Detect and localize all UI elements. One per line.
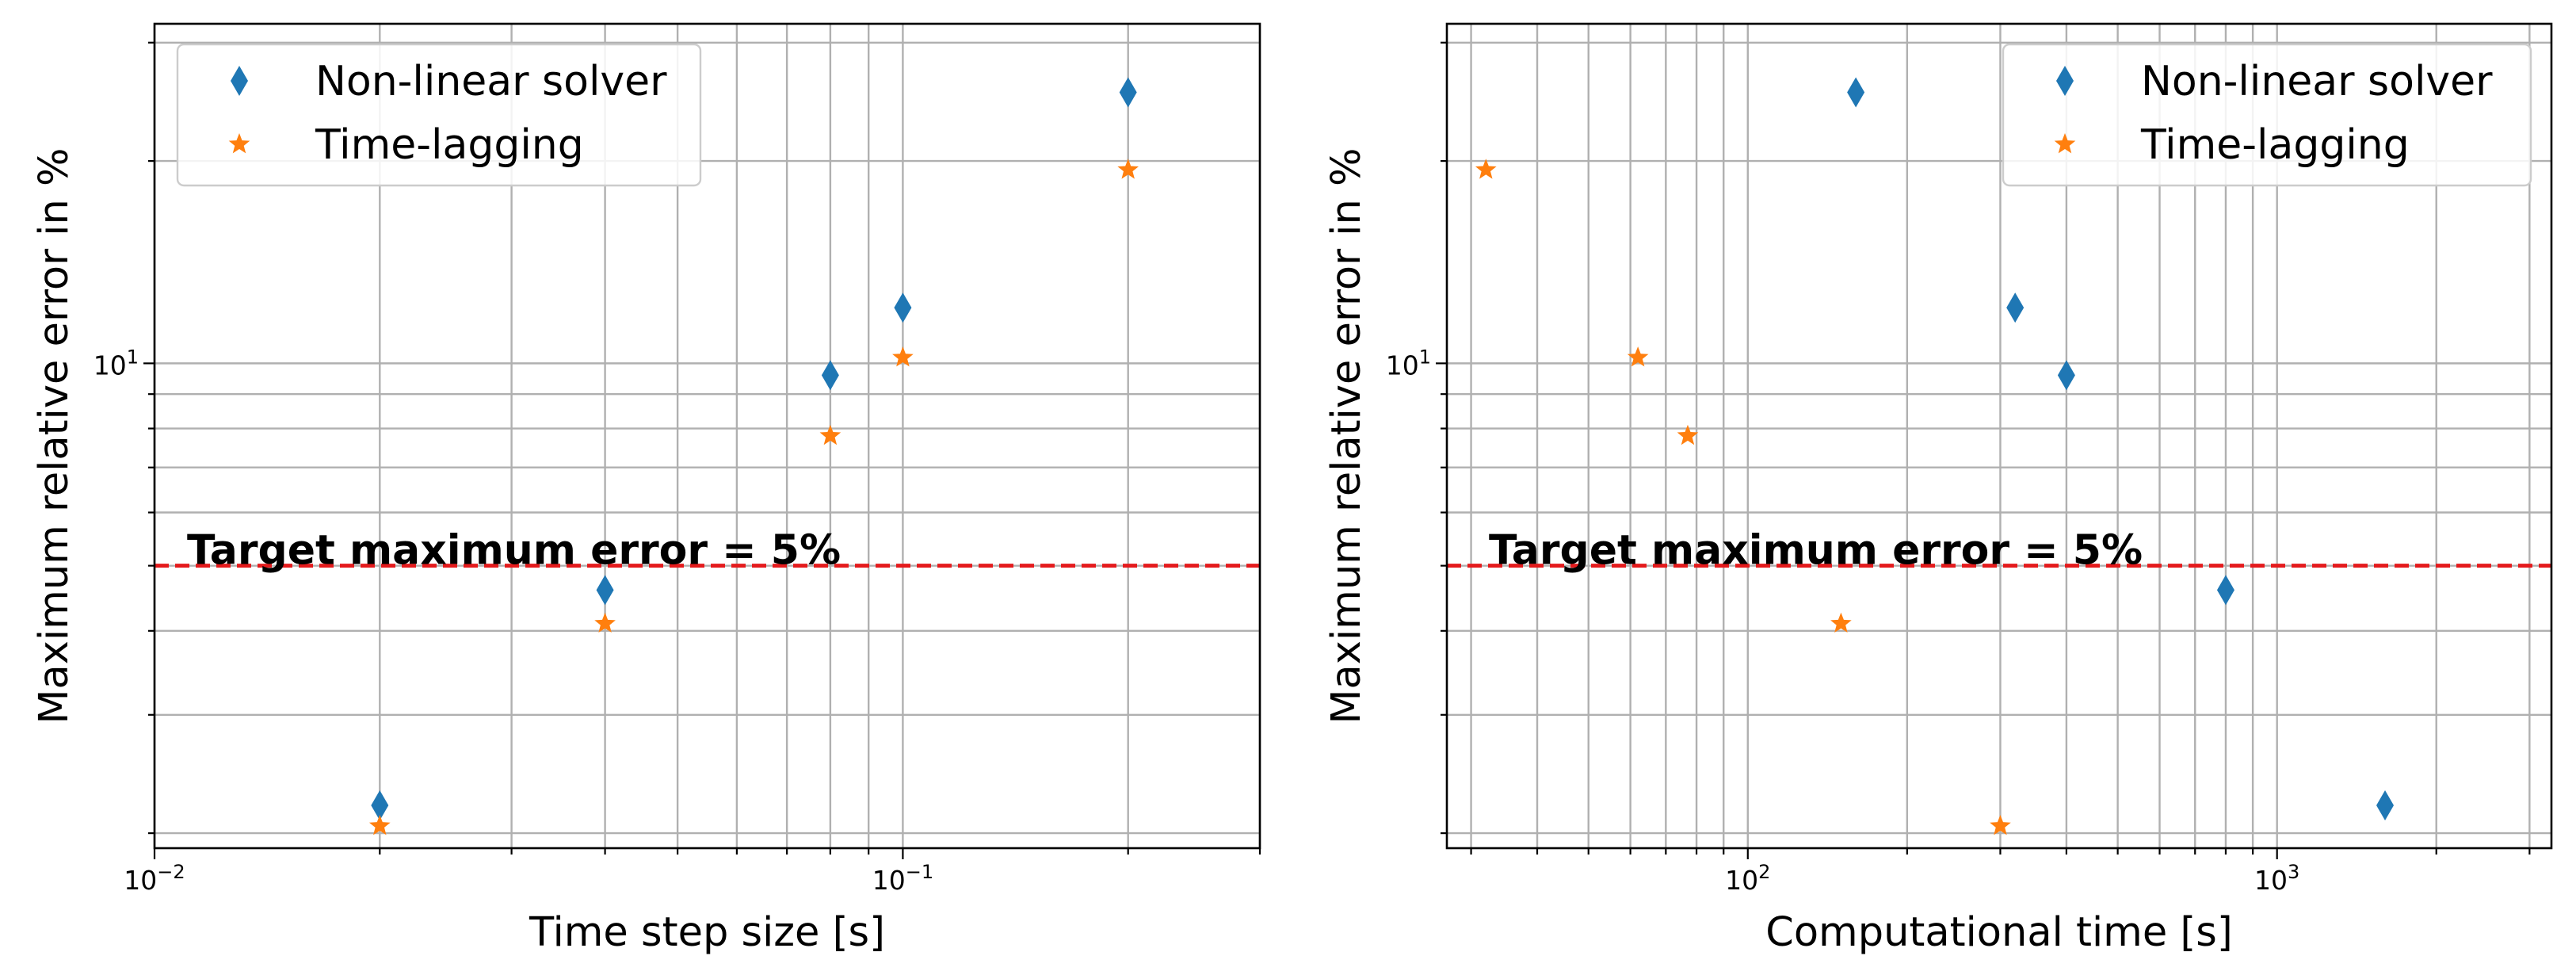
chart-panel-1: Target maximum error = 5% 10−2 10−1 101 Time… (31, 22, 1261, 956)
legend-box (2002, 43, 2532, 187)
series-diamond (1847, 77, 2395, 821)
grid (1447, 24, 2551, 848)
legend-label: Time-lagging (2140, 121, 2410, 169)
legend-marker-diamond (2056, 66, 2074, 96)
data-point-nonlinear (2376, 790, 2395, 821)
legend-label: Time-lagging (315, 121, 584, 169)
legend-marker-star (228, 133, 250, 154)
data-point-nonlinear (1119, 77, 1137, 108)
data-point-timelagging (1475, 159, 1497, 179)
data-point-nonlinear (821, 360, 839, 391)
legend: Non-linear solver Time-lagging (176, 43, 702, 187)
data-point-timelagging (1830, 612, 1852, 633)
data-point-timelagging (892, 346, 914, 367)
data-point-timelagging (1627, 346, 1649, 367)
x-axis-label: Computational time [s] (1765, 909, 2233, 956)
x-tick-label: 102 (1725, 861, 1770, 896)
data-point-timelagging (368, 815, 391, 835)
axes-frame (153, 22, 1261, 850)
legend-marker-star (2054, 133, 2076, 154)
target-error-label: Target maximum error = 5% (1489, 527, 2143, 575)
axes-frame (1445, 22, 2553, 850)
series-star (1475, 159, 2011, 835)
data-point-timelagging (1117, 159, 1139, 179)
data-point-timelagging (819, 424, 841, 445)
data-point-timelagging (1677, 424, 1699, 445)
legend-marker-diamond (231, 66, 248, 96)
y-tick-label: 101 (93, 346, 139, 380)
x-tick-label: 10−2 (124, 861, 185, 896)
y-axis-label: Maximum relative error in % (31, 148, 78, 725)
legend-label: Non-linear solver (2141, 58, 2493, 105)
data-point-timelagging (594, 612, 616, 633)
y-axis-label: Maximum relative error in % (1323, 148, 1370, 725)
chart-panel-2: Target maximum error = 5% 102 103 101 Comput… (1323, 22, 2553, 956)
data-point-nonlinear (371, 790, 389, 821)
x-tick-label: 103 (2254, 861, 2299, 896)
data-point-nonlinear (894, 292, 912, 323)
x-axis-label: Time step size [s] (529, 909, 885, 956)
legend-label: Non-linear solver (315, 58, 667, 105)
data-point-nonlinear (596, 575, 614, 606)
y-tick-label: 101 (1386, 346, 1431, 380)
data-point-nonlinear (2216, 575, 2234, 606)
data-point-timelagging (1990, 815, 2011, 835)
target-error-label: Target maximum error = 5% (187, 527, 841, 575)
data-point-nonlinear (2057, 360, 2075, 391)
series-diamond (371, 77, 1137, 821)
data-point-nonlinear (2006, 292, 2025, 323)
data-point-nonlinear (1847, 77, 1865, 108)
legend-box (176, 43, 702, 187)
x-tick-label: 10−1 (872, 861, 933, 896)
series-star (368, 159, 1139, 835)
legend: Non-linear solver Time-lagging (2002, 43, 2532, 187)
